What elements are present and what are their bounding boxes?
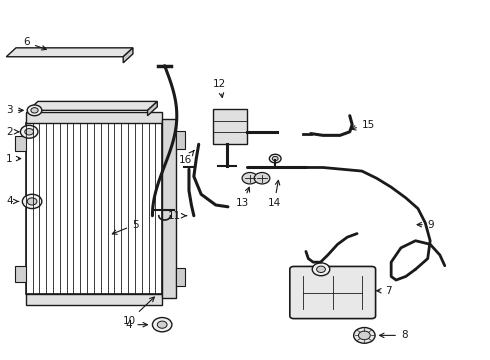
- Bar: [15, 136, 26, 151]
- Bar: [162, 119, 176, 298]
- Bar: [26, 123, 162, 294]
- Circle shape: [152, 318, 172, 332]
- Text: 3: 3: [6, 105, 23, 115]
- Text: 14: 14: [268, 180, 281, 208]
- Circle shape: [312, 263, 330, 276]
- Polygon shape: [147, 102, 157, 116]
- Bar: [26, 294, 162, 305]
- Text: 12: 12: [213, 78, 226, 98]
- Text: 4: 4: [126, 320, 147, 330]
- Text: 15: 15: [351, 120, 375, 130]
- Text: 6: 6: [24, 37, 47, 50]
- Circle shape: [23, 194, 42, 208]
- Circle shape: [25, 129, 33, 135]
- Circle shape: [354, 328, 375, 343]
- Polygon shape: [6, 48, 133, 57]
- Text: 8: 8: [380, 330, 408, 341]
- Text: 1: 1: [6, 154, 21, 163]
- Circle shape: [242, 172, 258, 184]
- Text: 7: 7: [377, 286, 392, 296]
- Circle shape: [31, 108, 38, 113]
- Circle shape: [27, 105, 42, 116]
- Text: 11: 11: [168, 211, 187, 221]
- Circle shape: [317, 266, 325, 273]
- Bar: [15, 266, 26, 282]
- Bar: [176, 131, 185, 149]
- Circle shape: [359, 331, 370, 340]
- Circle shape: [27, 198, 37, 205]
- Text: 16: 16: [179, 150, 194, 165]
- Circle shape: [270, 154, 281, 163]
- Polygon shape: [28, 102, 157, 111]
- Text: 10: 10: [122, 297, 154, 326]
- Circle shape: [254, 172, 270, 184]
- Text: 9: 9: [417, 220, 434, 230]
- Text: 2: 2: [6, 127, 19, 137]
- Bar: [26, 112, 162, 123]
- Bar: [176, 268, 185, 286]
- Text: 5: 5: [112, 220, 139, 234]
- Circle shape: [157, 321, 167, 328]
- Bar: [213, 109, 247, 144]
- Circle shape: [272, 157, 278, 161]
- Text: 4: 4: [6, 197, 19, 206]
- Circle shape: [21, 125, 38, 138]
- Text: 13: 13: [236, 187, 249, 208]
- Polygon shape: [123, 48, 133, 63]
- FancyBboxPatch shape: [290, 266, 375, 319]
